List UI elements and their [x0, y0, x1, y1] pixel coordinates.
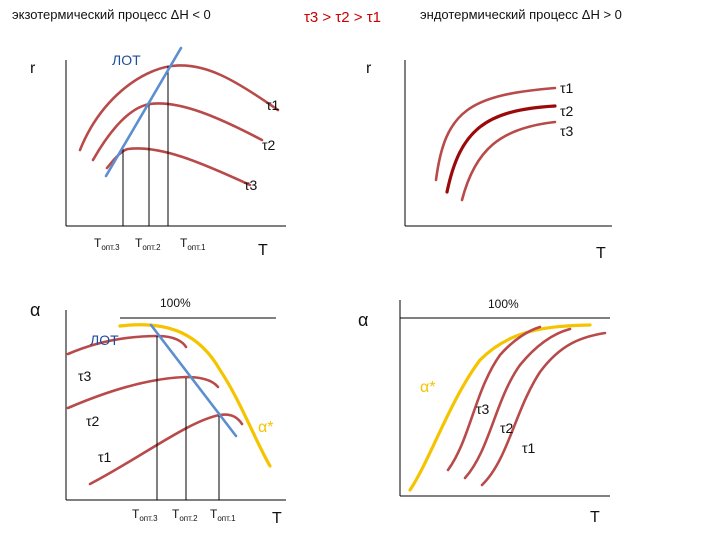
t-opt1-label: Tопт.1 — [180, 236, 206, 252]
t-opt2-label: Tопт.2 — [172, 507, 198, 523]
hundred-percent-label: 100% — [488, 297, 519, 311]
curve-tau2 — [463, 327, 572, 480]
panel-top-left: r T ЛОТ τ1 τ2 τ3 Tопт.3 Tопт.2 Tопт.1 — [30, 46, 286, 259]
lot-line — [149, 323, 238, 438]
lot-line — [104, 46, 183, 178]
curve-label-tau3: τ3 — [78, 368, 92, 384]
y-axis-label: α — [358, 310, 368, 330]
curve-tau1 — [480, 331, 607, 487]
curve-tau3 — [105, 147, 252, 187]
panel-top-right: r T τ1 τ2 τ3 — [366, 60, 612, 262]
curve-label-tau3: τ3 — [244, 177, 258, 193]
curve-tau2 — [445, 104, 557, 194]
curve-label-tau2: τ2 — [560, 103, 574, 119]
curve-tau2 — [91, 102, 264, 162]
curve-label-tau3: τ3 — [560, 123, 574, 139]
tau-order: τ3 > τ2 > τ1 — [304, 9, 381, 26]
exo-title: экзотермический процесс ΔH < 0 — [12, 7, 211, 22]
equilibrium-curve — [408, 323, 592, 492]
curve-label-tau2: τ2 — [500, 420, 514, 436]
x-axis-label: T — [590, 509, 600, 526]
x-axis-label: T — [258, 242, 268, 259]
curve-label-tau1: τ1 — [98, 449, 112, 465]
curve-label-tau2: τ2 — [86, 413, 100, 429]
curve-tau3 — [66, 334, 188, 356]
lot-label: ЛОТ — [90, 332, 119, 348]
panel-bottom-left: α T 100% ЛОТ α* τ3 τ2 τ1 Tопт.3 Tопт.2 T… — [30, 296, 286, 527]
t-opt3-label: Tопт.3 — [132, 507, 158, 523]
curve-tau2 — [66, 375, 220, 410]
t-opt1-label: Tопт.1 — [210, 507, 236, 523]
curve-tau1 — [434, 86, 557, 182]
curve-label-tau1: τ1 — [522, 440, 536, 456]
panel-bottom-right: α T 100% α* τ3 τ2 τ1 — [358, 297, 610, 526]
curve-tau1 — [78, 64, 280, 152]
equilibrium-label: α* — [258, 419, 273, 436]
x-axis-label: T — [596, 245, 606, 262]
endo-title: эндотермический процесс ΔH > 0 — [420, 7, 622, 22]
equilibrium-label: α* — [420, 379, 435, 396]
x-axis-label: T — [272, 510, 282, 527]
curve-label-tau3: τ3 — [476, 401, 490, 417]
curve-label-tau1: τ1 — [560, 80, 574, 96]
curve-tau3 — [446, 325, 542, 472]
lot-label: ЛОТ — [112, 52, 141, 68]
equilibrium-curve — [118, 323, 272, 468]
curve-tau1 — [88, 413, 244, 486]
t-opt2-label: Tопт.2 — [135, 236, 161, 252]
t-opt3-label: Tопт.3 — [94, 236, 120, 252]
curve-label-tau2: τ2 — [262, 137, 276, 153]
hundred-percent-label: 100% — [160, 296, 191, 310]
curve-label-tau1: τ1 — [266, 97, 280, 113]
y-axis-label: α — [30, 300, 40, 320]
y-axis-label: r — [30, 60, 36, 77]
y-axis-label: r — [366, 60, 372, 77]
curve-tau3 — [460, 120, 557, 202]
